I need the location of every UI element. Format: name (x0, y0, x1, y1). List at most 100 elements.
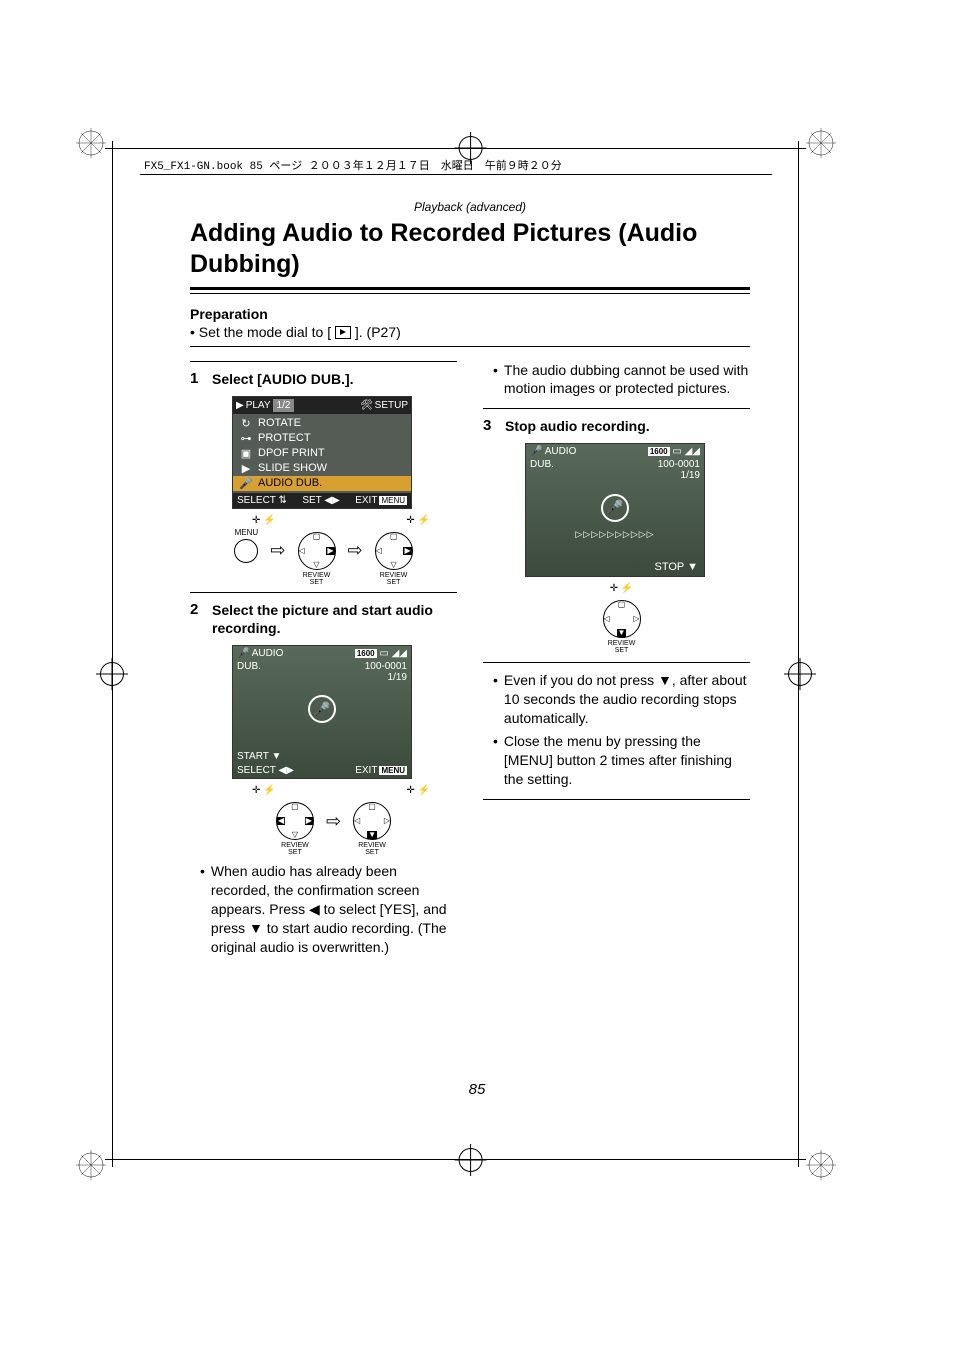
dpad-up-icon: ▢ (313, 533, 321, 541)
key-icon: ⊶ (239, 432, 253, 445)
menu-screenshot: ▶ PLAY 1/2 🛠 SETUP ↻ROTATE ⊶PROTECT ▣DPO… (232, 396, 412, 509)
dpad: ▢ ▼ ◁ ▷ REVIEWSET (353, 802, 391, 840)
dpad-right-icon: ▶ (403, 547, 411, 555)
arrow-right-icon: ⇨ (326, 811, 341, 832)
dpad: ▢ ▽ ◁ ▶ REVIEWSET (298, 532, 336, 570)
divider (190, 592, 457, 593)
dpad-right-icon: ▷ (384, 817, 390, 825)
menu-items: ↻ROTATE ⊶PROTECT ▣DPOF PRINT ▶SLIDE SHOW… (233, 414, 411, 493)
page-title: Adding Audio to Recorded Pictures (Audio… (190, 218, 750, 281)
cross-mark (784, 658, 816, 690)
dpad-up-icon: ▢ (291, 803, 299, 811)
dpad: ▢ ▽ ◁ ▶ REVIEWSET (375, 532, 413, 570)
step-number: 2 (190, 601, 202, 637)
dpad-up-icon: ▢ (618, 601, 626, 609)
registration-mark (76, 1150, 106, 1180)
cross-mark (455, 1144, 487, 1176)
note: • When audio has already been recorded, … (190, 862, 457, 956)
book-header-rule (140, 174, 772, 175)
exposure-icon: ✛ ⚡ (493, 583, 750, 594)
menu-item-protect: ⊶PROTECT (233, 431, 411, 446)
icon-strip: ✛ ⚡ ✛ ⚡ (232, 785, 450, 796)
frame-line (798, 141, 799, 1167)
exposure-icon: ✛ ⚡ (252, 515, 276, 526)
page: FX5_FX1-GN.book 85 ページ ２００３年１２月１７日 水曜日 午… (0, 0, 954, 1348)
print-icon: ▣ (239, 447, 253, 460)
menu-item-slideshow: ▶SLIDE SHOW (233, 461, 411, 476)
dpad-down-icon: ▼ (617, 629, 627, 637)
prep-text-before: • Set the mode dial to [ (190, 324, 331, 340)
step-number: 3 (483, 417, 495, 435)
step-title: Stop audio recording. (505, 417, 650, 435)
prep-text-after: ]. (P27) (355, 324, 401, 340)
exposure-icon: ✛ ⚡ (252, 785, 276, 796)
note-text: The audio dubbing cannot be used with mo… (504, 361, 750, 399)
mic-icon: 🎤 (308, 695, 336, 723)
bullet-icon: • (493, 732, 498, 789)
divider (483, 799, 750, 800)
dpad-up-icon: ▢ (390, 533, 398, 541)
bullet-icon: • (493, 671, 498, 728)
dpad-down-icon: ▽ (391, 561, 397, 569)
divider (483, 408, 750, 409)
icon-strip: ✛ ⚡ ✛ ⚡ (232, 515, 450, 526)
arrow-right-icon: ⇨ (270, 540, 285, 561)
dpad-up-icon: ▢ (368, 803, 376, 811)
note-text: Close the menu by pressing the [MENU] bu… (504, 732, 750, 789)
audio-dub-screenshot: 🎤 AUDIO 1600 ▭ ◢◢ DUB. 100-0001 1/19 🎤 S… (232, 645, 412, 779)
setup-tab: SETUP (375, 400, 408, 411)
progress-indicator: ▷▷▷▷▷▷▷▷▷▷ (575, 529, 654, 540)
play-tab: PLAY (246, 400, 271, 411)
columns: 1 Select [AUDIO DUB.]. ▶ PLAY 1/2 🛠 SETU… (190, 361, 750, 961)
audio-stop-screenshot: 🎤 AUDIO 1600 ▭ ◢◢ DUB. 100-0001 1/19 🎤 ▷… (525, 443, 705, 577)
registration-mark (806, 128, 836, 158)
menu-tabs: ▶ PLAY 1/2 🛠 SETUP (233, 397, 411, 414)
left-column: 1 Select [AUDIO DUB.]. ▶ PLAY 1/2 🛠 SETU… (190, 361, 457, 961)
section-category: Playback (advanced) (190, 200, 750, 214)
step-1: 1 Select [AUDIO DUB.]. (190, 370, 457, 388)
page-number: 85 (469, 1081, 486, 1098)
frame-line (112, 141, 113, 1167)
dpad-row: MENU ⇨ ▢ ▽ ◁ ▶ REVIEWSET ⇨ ▢ (190, 532, 457, 570)
playback-mode-icon (335, 326, 351, 339)
dpad: ▢ ▽ ◀ ▶ REVIEWSET (276, 802, 314, 840)
dpad-down-icon: ▼ (367, 831, 377, 839)
menu-button-label: MENU (235, 528, 259, 537)
dpad-left-icon: ◁ (354, 817, 360, 825)
dpad-left-icon: ◀ (277, 817, 285, 825)
title-underline (190, 287, 750, 294)
tools-icon: 🛠 (360, 400, 373, 411)
note: • Even if you do not press ▼, after abou… (483, 671, 750, 728)
registration-mark (806, 1150, 836, 1180)
note: • Close the menu by pressing the [MENU] … (483, 732, 750, 789)
dpad-right-icon: ▶ (305, 817, 313, 825)
step-number: 1 (190, 370, 202, 388)
rotate-icon: ↻ (239, 417, 253, 430)
menu-item-audiodub: 🎤AUDIO DUB. (233, 476, 411, 491)
note-text: When audio has already been recorded, th… (211, 862, 457, 956)
arrow-right-icon: ⇨ (348, 540, 363, 561)
page-indicator: 1/2 (273, 399, 295, 412)
dpad-right-icon: ▷ (633, 615, 639, 623)
dpad-left-icon: ◁ (299, 547, 305, 555)
note-text: Even if you do not press ▼, after about … (504, 671, 750, 728)
dpad-down-icon: ▽ (292, 831, 298, 839)
menu-footer: SELECT ⇅ SET ◀▶ EXITMENU (233, 493, 411, 508)
dpad-down-icon: ▽ (313, 561, 319, 569)
divider (483, 662, 750, 663)
registration-mark (76, 128, 106, 158)
menu-item-rotate: ↻ROTATE (233, 416, 411, 431)
preparation-text: • Set the mode dial to [ ]. (P27) (190, 324, 750, 340)
bullet-icon: • (493, 361, 498, 399)
dpad-row: ▢ ▽ ◀ ▶ REVIEWSET ⇨ ▢ ▼ ◁ ▷ REVIEWSET (210, 802, 457, 840)
exposure-icon: ✛ ⚡ (406, 515, 430, 526)
slideshow-icon: ▶ (239, 462, 253, 475)
step-2: 2 Select the picture and start audio rec… (190, 601, 457, 637)
cross-mark (96, 658, 128, 690)
mic-icon: 🎤 (601, 494, 629, 522)
bullet-icon: • (200, 862, 205, 956)
content-area: Playback (advanced) Adding Audio to Reco… (190, 200, 750, 961)
dpad-right-icon: ▶ (326, 547, 334, 555)
note: • The audio dubbing cannot be used with … (483, 361, 750, 399)
preparation-heading: Preparation (190, 306, 750, 322)
